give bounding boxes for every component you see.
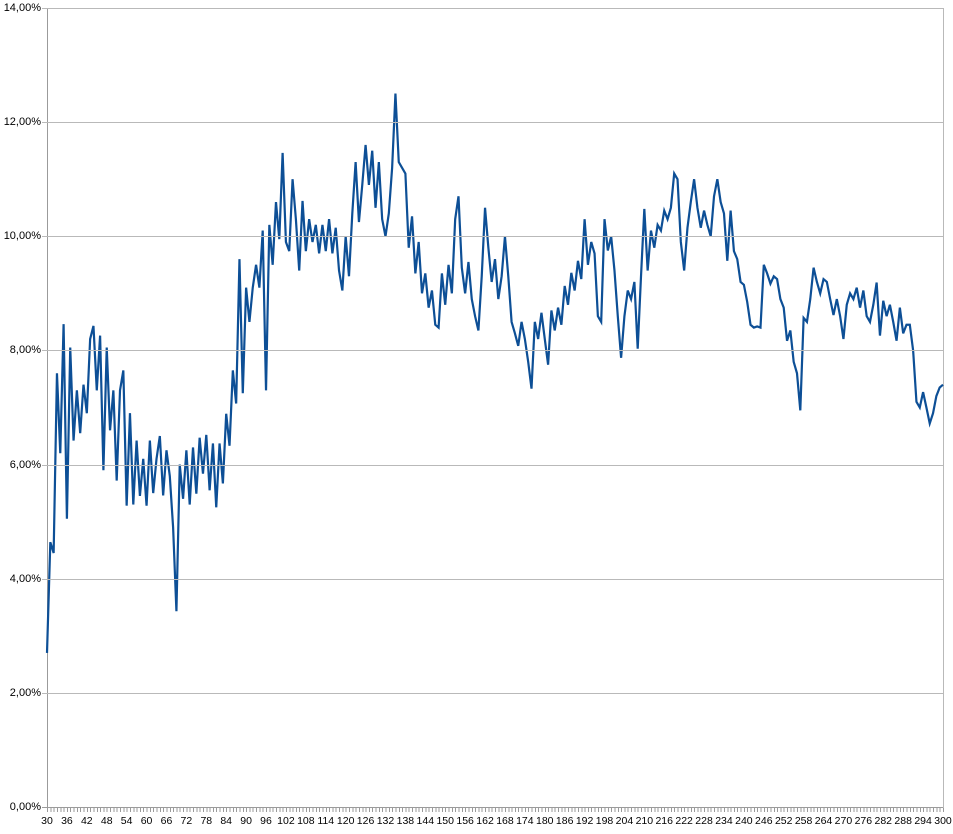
x-axis-label: 60 bbox=[140, 815, 153, 827]
x-axis-label: 258 bbox=[794, 815, 813, 827]
gridline bbox=[42, 578, 943, 580]
x-axis-label: 246 bbox=[755, 815, 773, 827]
series-svg bbox=[45, 93, 944, 653]
x-axis-label: 192 bbox=[575, 815, 594, 827]
gridline bbox=[42, 350, 943, 352]
x-axis-label: 264 bbox=[814, 815, 833, 827]
gridline bbox=[42, 236, 943, 238]
y-axis-label: 10,00% bbox=[3, 230, 41, 243]
x-axis-label: 132 bbox=[376, 815, 395, 827]
x-axis-label: 96 bbox=[260, 815, 272, 827]
gridline bbox=[42, 692, 943, 694]
x-axis-tick-marks bbox=[47, 808, 944, 812]
x-axis-label: 198 bbox=[595, 815, 614, 827]
x-axis-label: 270 bbox=[834, 815, 853, 827]
data-series-line bbox=[45, 93, 944, 653]
x-axis-label: 174 bbox=[516, 815, 534, 827]
x-axis-label: 102 bbox=[277, 815, 295, 827]
x-axis-label: 66 bbox=[160, 815, 173, 827]
x-axis-label: 156 bbox=[456, 815, 474, 827]
x-axis-label: 42 bbox=[80, 815, 93, 827]
y-axis-label: 14,00% bbox=[3, 2, 41, 14]
gridline bbox=[42, 464, 943, 466]
x-axis-label: 36 bbox=[61, 815, 73, 827]
x-axis-label: 300 bbox=[934, 815, 952, 827]
x-axis-label: 222 bbox=[675, 815, 693, 827]
plot-area bbox=[42, 8, 944, 808]
x-axis-label: 204 bbox=[615, 815, 634, 827]
x-axis-label: 186 bbox=[555, 815, 574, 827]
x-axis-label: 78 bbox=[200, 815, 213, 827]
gridline bbox=[42, 807, 943, 808]
x-axis-label: 90 bbox=[240, 815, 252, 827]
x-axis-label: 210 bbox=[635, 815, 654, 827]
y-axis: 14,00% 12,00% 10,00% 8,00% 6,00% 4,00% 2,00% 0,… bbox=[0, 3, 41, 813]
y-axis-label: 8,00% bbox=[9, 344, 41, 357]
x-axis-label: 276 bbox=[854, 815, 873, 827]
x-axis-label: 162 bbox=[476, 815, 494, 827]
x-axis-label: 120 bbox=[336, 815, 355, 827]
x-axis-label: 72 bbox=[180, 815, 193, 827]
x-axis-label: 84 bbox=[220, 815, 233, 827]
plot-right-border bbox=[943, 8, 944, 808]
y-axis-label: 12,00% bbox=[3, 116, 41, 129]
x-axis-label: 54 bbox=[120, 815, 133, 827]
x-axis-label: 108 bbox=[297, 815, 315, 827]
x-axis-label: 282 bbox=[874, 815, 893, 827]
x-axis-label: 240 bbox=[735, 815, 753, 827]
x-axis-label: 180 bbox=[536, 815, 554, 827]
x-axis-label: 216 bbox=[655, 815, 673, 827]
x-axis-label: 138 bbox=[396, 815, 415, 827]
x-axis: 30 36 42 48 54 60 66 72 78 84 90 96 102 108 114 120 126 1… bbox=[41, 815, 952, 829]
gridline bbox=[42, 8, 943, 9]
y-axis-label: 0,00% bbox=[9, 801, 41, 813]
x-axis-label: 228 bbox=[695, 815, 713, 827]
x-axis-label: 150 bbox=[436, 815, 454, 827]
x-axis-label: 234 bbox=[715, 815, 733, 827]
y-axis-line bbox=[47, 8, 48, 808]
x-axis-label: 252 bbox=[774, 815, 793, 827]
y-axis-label: 4,00% bbox=[9, 572, 41, 585]
gridline bbox=[42, 122, 943, 124]
y-axis-label: 6,00% bbox=[9, 458, 41, 471]
x-axis-label: 126 bbox=[356, 815, 375, 827]
y-axis-label: 2,00% bbox=[9, 686, 41, 699]
x-axis-label: 144 bbox=[416, 815, 435, 827]
x-axis-label: 30 bbox=[41, 815, 53, 827]
x-axis-label: 48 bbox=[100, 815, 113, 827]
x-axis-label: 168 bbox=[496, 815, 514, 827]
x-axis-label: 288 bbox=[894, 815, 912, 827]
x-axis-label: 114 bbox=[317, 815, 335, 827]
x-axis-label: 294 bbox=[914, 815, 932, 827]
